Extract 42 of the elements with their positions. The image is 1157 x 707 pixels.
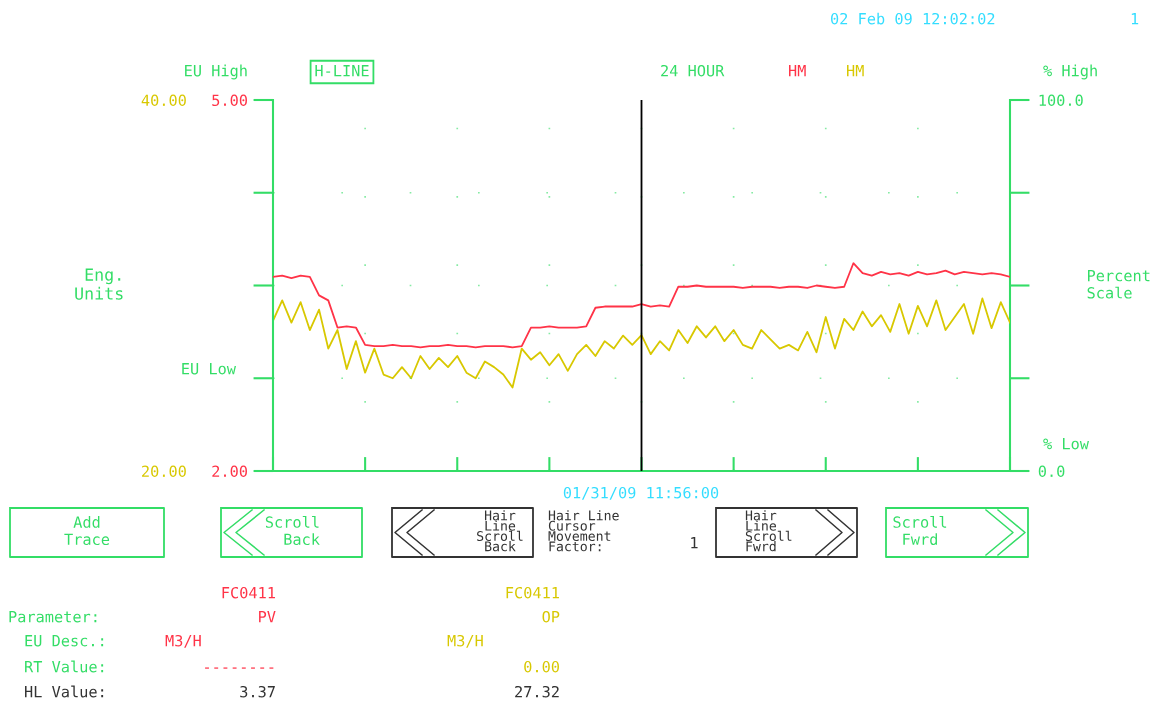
text: HM: [847, 65, 864, 77]
text: Scroll Back: [265, 515, 320, 546]
text: HM: [789, 65, 806, 77]
y3-tick-label: 0.0: [1038, 465, 1065, 478]
text: % Low: [1043, 438, 1089, 450]
text: OP: [542, 610, 560, 623]
y-tick-label: 5.00: [212, 94, 248, 107]
text: 02 Feb 09 12:02:02: [830, 12, 995, 25]
text: EU High: [185, 64, 247, 80]
text: M3/H: [447, 634, 483, 648]
text: HL Value:: [25, 685, 104, 698]
y2-tick-label: 40.00: [141, 94, 186, 107]
text: --------: [205, 667, 274, 669]
text: H-LINE: [315, 65, 369, 77]
line-series: [273, 297, 1010, 389]
text: 24 HOUR: [661, 64, 725, 77]
text: 01/31/09 11:56:00: [563, 486, 719, 500]
y-tick-label: 2.00: [212, 465, 248, 478]
text: 0.00: [524, 660, 560, 673]
text: Hair Line Cursor Movement Factor:: [548, 510, 619, 552]
text: FC0411: [222, 586, 275, 599]
text: M3/H: [165, 634, 201, 648]
text: Add Trace: [64, 516, 110, 546]
text: Hair Line Scroll Fwrd: [745, 510, 792, 552]
text: Scroll Fwrd: [893, 515, 947, 546]
text: EU Low: [182, 363, 236, 375]
y3-axis-title: Percent Scale: [1087, 270, 1150, 299]
text: PV: [259, 611, 276, 623]
text: 27.32: [515, 685, 559, 698]
y2-axis-title: Eng. Units: [75, 268, 123, 300]
text: 1: [1131, 13, 1139, 25]
y3-tick-label: 100.0: [1039, 94, 1083, 107]
text: RT Value:: [25, 660, 104, 673]
text: EU Desc.:: [25, 635, 104, 647]
text: 3.37: [240, 685, 275, 698]
y2-tick-label: 20.00: [142, 465, 186, 478]
text: Parameter:: [9, 611, 97, 623]
text: % High: [1043, 64, 1097, 80]
line-series: [273, 262, 1010, 349]
text: 1: [691, 537, 698, 549]
text: FC0411: [506, 586, 559, 599]
text: Hair Line Scroll Back: [477, 510, 523, 552]
